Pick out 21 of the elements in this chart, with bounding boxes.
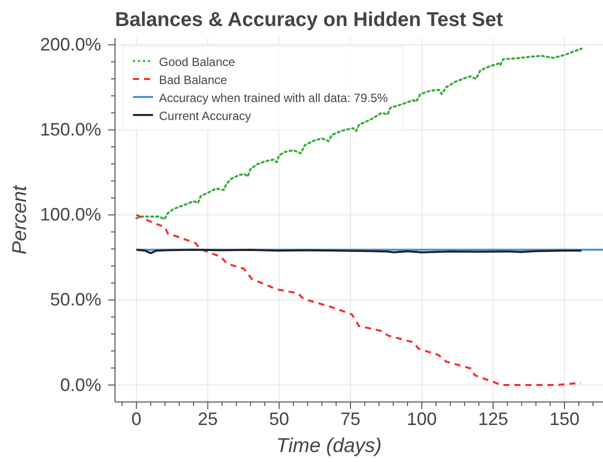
x-tick-label: 75 [340,408,360,429]
x-tick-label: 125 [478,408,508,429]
x-tick-label: 150 [549,408,580,429]
legend-label: Bad Balance [159,73,228,87]
x-tick-label: 25 [198,408,218,429]
x-tick-label: 0 [131,408,142,429]
line-series [135,48,583,220]
y-tick-label: 150.0% [40,120,102,140]
y-axis-title: Percent [9,184,31,254]
y-tick-label: 100.0% [40,204,102,225]
legend-label: Good Balance [159,55,236,69]
y-tick-label: 0.0% [60,374,102,395]
legend-label: Accuracy when trained with all data: 79.5% [159,91,388,105]
y-tick-label: 50.0% [50,290,102,310]
y-tick-label: 200.0% [40,34,102,55]
legend-label: Current Accuracy [159,109,252,123]
x-tick-label: 100 [406,408,437,429]
chart-title: Balances & Accuracy on Hidden Test Set [115,9,504,31]
line-series [135,214,582,386]
x-axis-title: Time (days) [276,435,382,457]
x-tick-label: 50 [269,408,290,429]
